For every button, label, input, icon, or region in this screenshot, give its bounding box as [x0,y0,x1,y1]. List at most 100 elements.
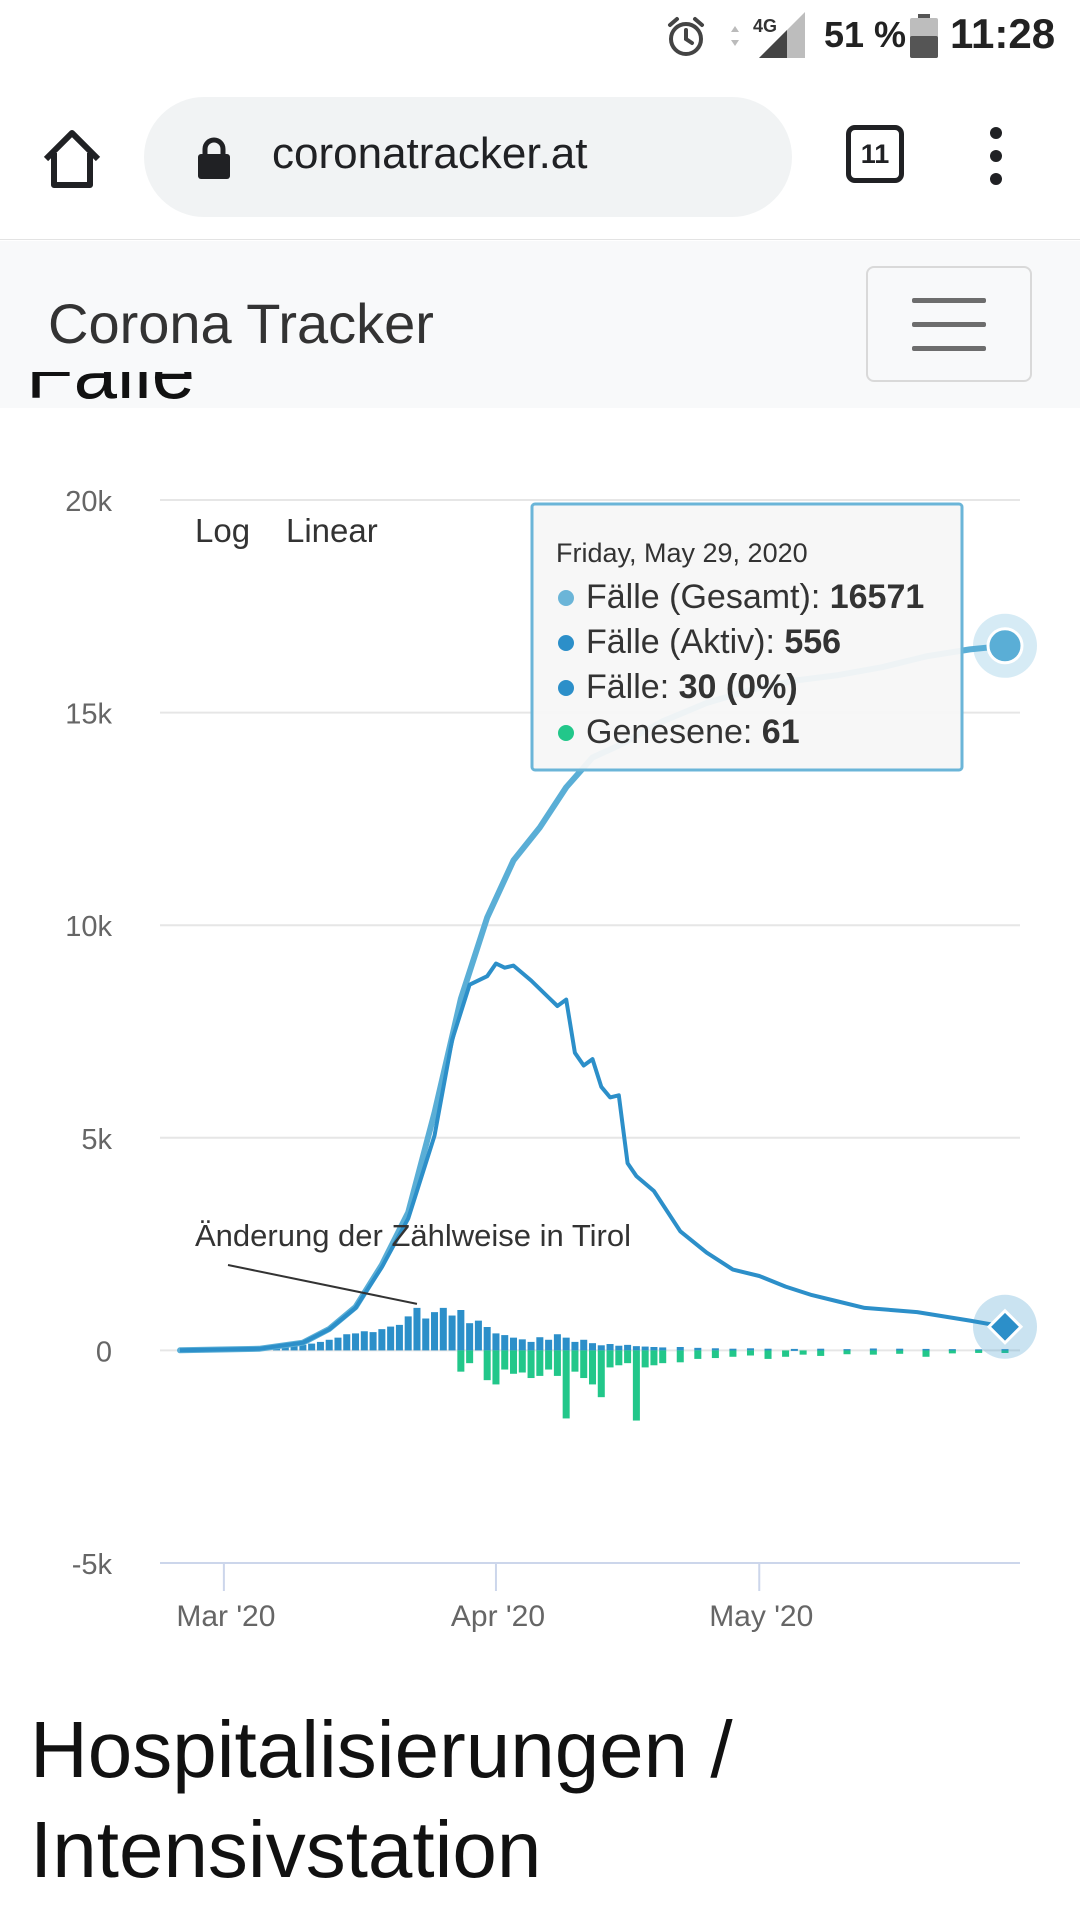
recovered-bar [817,1350,825,1356]
scale-buttons: Log Linear [195,512,378,549]
new-cases-bar [553,1334,561,1351]
new-cases-bar [501,1335,509,1351]
new-cases-bar [641,1346,649,1351]
battery-percent: 51 % [824,14,907,55]
new-cases-bar [422,1318,430,1351]
recovered-bar [553,1350,561,1376]
home-icon[interactable] [38,125,106,193]
new-cases-bar [308,1343,316,1351]
new-cases-bar [545,1339,553,1351]
new-cases-bar [360,1331,368,1351]
new-cases-bar [387,1326,395,1351]
scale-button-log[interactable]: Log [195,512,250,549]
recovered-bar [843,1350,851,1355]
new-cases-bar [711,1348,719,1351]
tooltip-bullet [558,680,574,696]
annotation-connector [227,1264,418,1305]
active-cases-line [179,961,1006,1353]
recovered-bar [588,1350,597,1385]
recovered-bar [606,1350,614,1368]
recovered-bar [729,1350,737,1357]
section-title-hospitalisierungen: Hospitalisierungen / Intensivstation [30,1700,733,1900]
new-cases-bar [694,1347,702,1351]
new-cases-bar [536,1337,544,1351]
tooltip-row-label: Genesene: [586,713,762,751]
url-text: coronatracker.at [272,129,588,178]
new-cases-bar [624,1344,632,1351]
recovered-bar [694,1350,702,1359]
recovered-bar [536,1350,544,1376]
hamburger-icon [912,298,986,303]
section-title-line2: Intensivstation [30,1805,542,1894]
new-cases-bar [466,1323,474,1351]
new-cases-bar [676,1346,684,1351]
recovered-bar [711,1350,719,1359]
tooltip-bullet [558,725,574,741]
new-cases-bar [869,1348,877,1351]
new-cases-bar [975,1349,983,1352]
new-cases-bar [369,1332,377,1351]
new-cases-bar [729,1348,737,1351]
tooltip-box [530,502,964,772]
y-tick-label: 0 [96,1336,112,1368]
x-tick-label: Apr '20 [451,1600,545,1633]
y-tick-label: 15k [65,699,112,731]
recovered-bar [615,1350,623,1366]
recovered-bar [1001,1350,1009,1353]
more-vert-icon[interactable] [980,127,1012,187]
tooltip-date: Friday, May 29, 2020 [556,538,808,568]
tooltip-row-value: 556 [784,623,841,661]
new-cases-bar [580,1339,588,1351]
new-cases-bar [492,1333,500,1351]
scale-button-linear[interactable]: Linear [286,512,378,549]
recovered-bar [948,1350,956,1354]
new-cases-bar [299,1344,307,1351]
chart-annotation: Änderung der Zählweise in Tirol [195,1218,631,1305]
new-cases-bar [746,1348,754,1351]
tooltip-row-label: Fälle: [586,668,679,706]
tab-switcher-button[interactable]: 11 [846,125,904,183]
tooltip-row-label: Fälle (Aktiv): [586,623,784,661]
section-title-line1: Hospitalisierungen / [30,1705,733,1794]
new-cases-bar [571,1341,579,1351]
tooltip-row: Fälle: 30 (0%) [586,668,798,706]
new-cases-bar [325,1339,333,1351]
recovered-bar [501,1350,509,1370]
new-cases-bar [378,1329,386,1351]
recovered-bar [580,1350,588,1379]
new-cases-bar [395,1324,403,1351]
total-point-marker [986,627,1024,665]
browser-toolbar: coronatracker.at 11 [0,75,1080,240]
hamburger-menu-button[interactable] [866,266,1032,382]
address-bar[interactable]: coronatracker.at [144,97,792,217]
status-bar: 4G 51 % 11:28 [0,0,1080,75]
site-brand[interactable]: Corona Tracker [48,292,434,355]
new-cases-bar [404,1316,412,1351]
lock-icon [198,137,230,179]
x-tick-label: Mar '20 [176,1600,275,1633]
tooltip-row-label: Fälle (Gesamt): [586,578,830,616]
tooltip-row-value: 16571 [830,578,925,616]
tooltip-row: Fälle (Aktiv): 556 [586,623,841,661]
new-cases-bar [659,1347,667,1351]
new-cases-bar [606,1344,614,1351]
recovered-bar [764,1350,772,1359]
recovered-bar [799,1350,807,1355]
new-cases-bar [896,1348,904,1351]
recovered-bar [632,1350,640,1421]
tooltip-row-value: 30 (0%) [679,668,798,706]
recovered-bar [659,1350,667,1364]
y-tick-label: 20k [65,486,112,518]
chart-tooltip: Friday, May 29, 2020 Fälle (Gesamt): 1657… [530,502,964,772]
y-tick-label: 10k [65,911,112,943]
tooltip-row: Genesene: 61 [586,713,800,751]
recovered-bar [510,1350,518,1374]
recovered-bar [483,1350,491,1381]
battery-icon [910,14,938,58]
y-tick-label: 5k [81,1124,112,1156]
new-cases-bar [334,1337,342,1351]
new-cases-bar [615,1345,623,1351]
new-cases-bar [597,1345,605,1351]
recovered-bar [518,1350,526,1373]
series-lines [177,613,1037,1359]
